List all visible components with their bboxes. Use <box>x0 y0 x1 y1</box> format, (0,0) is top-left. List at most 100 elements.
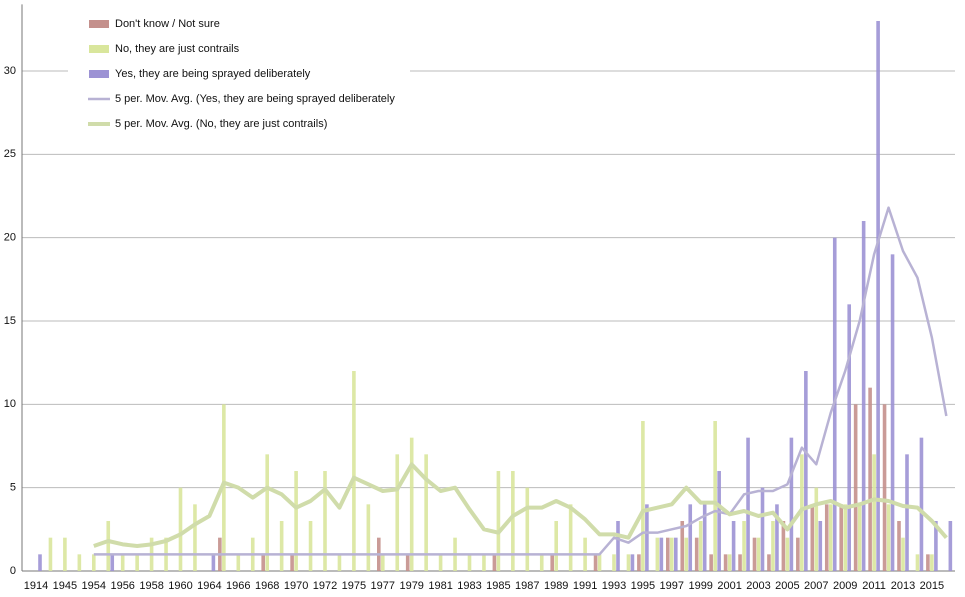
x-tick-label: 1987 <box>515 580 539 592</box>
bar <box>915 554 920 571</box>
bar <box>785 537 790 571</box>
bar <box>670 537 674 571</box>
bar <box>265 454 269 571</box>
bar <box>890 254 895 572</box>
bar <box>882 404 887 571</box>
bar <box>395 454 400 571</box>
x-tick-label: 1956 <box>110 580 134 592</box>
legend-swatch <box>89 20 109 28</box>
x-tick-label: 1977 <box>371 580 395 592</box>
bar <box>261 554 265 571</box>
bar <box>694 537 699 571</box>
bar <box>337 554 342 571</box>
x-tick-label: 1960 <box>168 580 192 592</box>
bar <box>38 554 42 571</box>
bar <box>767 554 771 571</box>
bar <box>843 504 847 571</box>
x-tick-label: 1964 <box>197 580 221 592</box>
bar <box>713 421 717 571</box>
bar <box>828 504 833 571</box>
y-tick-label: 30 <box>4 65 16 77</box>
y-tick-label: 10 <box>4 398 16 410</box>
x-tick-label: 1958 <box>139 580 163 592</box>
x-tick-label: 1945 <box>53 580 77 592</box>
bar <box>593 554 598 571</box>
x-tick-label: 2001 <box>717 580 741 592</box>
x-tick-label: 1970 <box>284 580 308 592</box>
bar <box>746 437 750 571</box>
bar <box>868 387 872 571</box>
bar <box>645 504 649 571</box>
bar <box>934 521 938 571</box>
x-tick-label: 1981 <box>428 580 452 592</box>
bar <box>752 537 757 571</box>
x-tick-label: 2013 <box>891 580 915 592</box>
x-tick-label: 1993 <box>602 580 626 592</box>
x-tick-label: 2007 <box>804 580 828 592</box>
bar <box>568 504 573 571</box>
bar <box>901 537 905 571</box>
bar <box>409 437 414 571</box>
x-tick-label: 1968 <box>255 580 279 592</box>
bar <box>723 554 728 571</box>
bar <box>861 221 866 571</box>
bar <box>760 487 765 571</box>
x-tick-label: 1983 <box>457 580 481 592</box>
x-tick-label: 1995 <box>631 580 655 592</box>
bar <box>655 537 660 571</box>
x-tick-label: 1989 <box>544 580 568 592</box>
bar <box>106 521 111 571</box>
bar <box>294 471 298 571</box>
bar <box>290 554 294 571</box>
bar <box>738 554 742 571</box>
bar <box>511 471 515 571</box>
y-tick-label: 15 <box>4 315 16 327</box>
bar <box>525 487 530 571</box>
legend-box <box>68 10 410 140</box>
legend-label: Don't know / Not sure <box>115 18 220 30</box>
bar <box>839 504 843 571</box>
bar <box>897 521 901 571</box>
bar <box>135 554 139 571</box>
y-tick-label: 25 <box>4 148 16 160</box>
bar <box>680 521 685 571</box>
y-tick-label: 20 <box>4 232 16 244</box>
bar <box>48 537 53 571</box>
x-tick-label: 2005 <box>775 580 799 592</box>
bar <box>211 554 216 571</box>
bar <box>110 554 115 571</box>
bar <box>857 504 862 571</box>
bar <box>853 404 858 571</box>
bar <box>742 521 746 571</box>
x-tick-label: 1954 <box>82 580 106 592</box>
x-tick-label: 1975 <box>342 580 366 592</box>
x-tick-label: 1972 <box>313 580 337 592</box>
bar <box>308 521 313 571</box>
bar <box>876 21 880 571</box>
bar <box>930 554 934 571</box>
x-tick-label: 1979 <box>399 580 423 592</box>
x-tick-label: 2011 <box>862 580 886 592</box>
bar <box>616 521 620 571</box>
bar <box>659 537 664 571</box>
bar <box>467 554 472 571</box>
bar <box>781 521 786 571</box>
x-tick-label: 2003 <box>746 580 770 592</box>
bar <box>438 554 443 571</box>
bar <box>405 554 410 571</box>
x-tick-label: 1966 <box>226 580 250 592</box>
bar <box>818 521 823 571</box>
bar <box>63 537 67 571</box>
x-tick-label: 1997 <box>660 580 684 592</box>
bar <box>641 421 645 571</box>
bar <box>756 537 761 571</box>
bar <box>717 471 721 571</box>
bar <box>886 504 891 571</box>
bar <box>810 504 815 571</box>
bar <box>178 487 183 571</box>
y-tick-label: 0 <box>10 565 16 577</box>
bar <box>948 521 953 571</box>
x-tick-label: 2009 <box>833 580 857 592</box>
bar <box>539 554 544 571</box>
